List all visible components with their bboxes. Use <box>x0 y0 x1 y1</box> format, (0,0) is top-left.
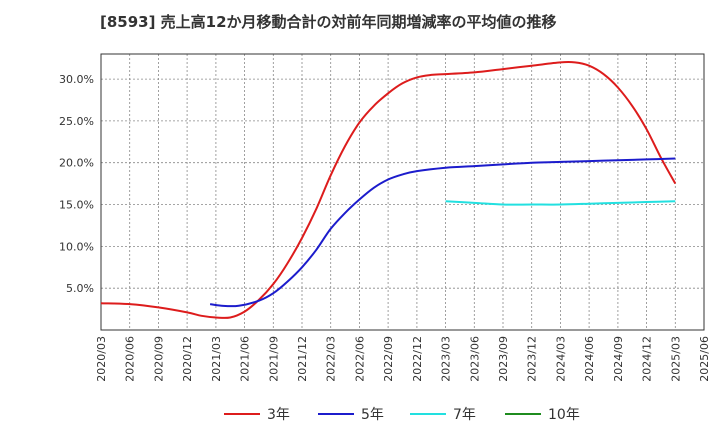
x-tick-label: 2025/03 <box>669 336 682 382</box>
y-tick-label: 20.0% <box>59 157 94 170</box>
legend-label: 3年 <box>267 407 290 423</box>
x-tick-label: 2024/09 <box>612 336 625 382</box>
x-tick-label: 2023/12 <box>526 336 539 382</box>
x-tick-label: 2024/12 <box>641 336 654 382</box>
x-tick-label: 2020/12 <box>181 336 194 382</box>
legend-label: 5年 <box>361 407 384 423</box>
x-tick-label: 2020/09 <box>152 336 165 382</box>
series-line-7年 <box>445 200 676 206</box>
y-tick-label: 25.0% <box>59 115 94 128</box>
x-tick-label: 2024/03 <box>554 336 567 382</box>
x-tick-label: 2021/06 <box>239 336 252 382</box>
x-tick-label: 2024/06 <box>583 336 596 382</box>
x-tick-label: 2023/06 <box>468 336 481 382</box>
x-tick-label: 2021/03 <box>210 336 223 382</box>
legend-label: 10年 <box>548 407 580 423</box>
x-tick-label: 2023/09 <box>497 336 510 382</box>
x-tick-label: 2020/06 <box>124 336 137 382</box>
x-axis: 2020/03 2020/06 2020/09 2020/12 2021/03 2021/… <box>95 336 711 382</box>
x-tick-label: 2022/03 <box>325 336 338 382</box>
legend: 3年 5年 7年 10年 <box>224 407 580 423</box>
y-tick-label: 5.0% <box>66 282 94 295</box>
grid-lines <box>101 54 704 330</box>
x-tick-label: 2022/06 <box>353 336 366 382</box>
y-tick-label: 10.0% <box>59 240 94 253</box>
y-axis: 5.0% 10.0% 15.0% 20.0% 25.0% 30.0% <box>59 73 94 295</box>
x-tick-label: 2022/09 <box>382 336 395 382</box>
x-tick-label: 2021/12 <box>296 336 309 382</box>
x-tick-label: 2020/03 <box>95 336 108 382</box>
series-line-3年 <box>100 60 677 319</box>
legend-label: 7年 <box>453 407 476 423</box>
chart-title: [8593] 売上高12か月移動合計の対前年同期増減率の平均値の推移 <box>100 13 557 31</box>
series-line-5年 <box>209 157 676 308</box>
series-lines <box>100 60 677 319</box>
y-tick-label: 15.0% <box>59 199 94 212</box>
x-tick-label: 2022/12 <box>411 336 424 382</box>
x-tick-label: 2023/03 <box>440 336 453 382</box>
y-tick-label: 30.0% <box>59 73 94 86</box>
plot-frame <box>100 53 705 331</box>
x-tick-label: 2025/06 <box>698 336 711 382</box>
x-tick-label: 2021/09 <box>267 336 280 382</box>
